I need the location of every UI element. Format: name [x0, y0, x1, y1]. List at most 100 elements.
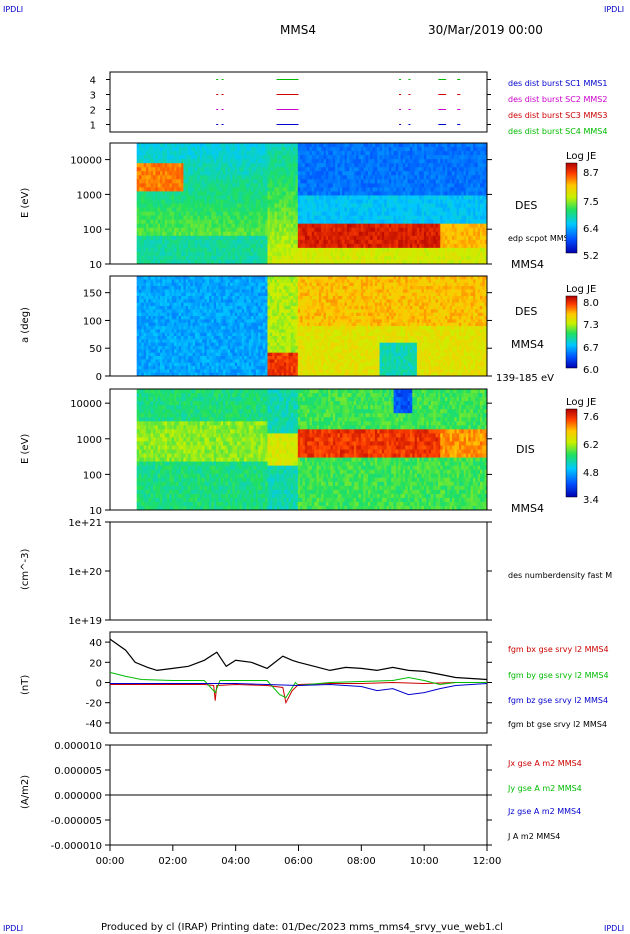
des-energy-cell — [447, 171, 451, 176]
des-pitch-cell — [153, 286, 156, 290]
des-energy-cell — [237, 179, 240, 184]
des-energy-cell — [461, 163, 465, 168]
des-energy-cell — [479, 255, 483, 261]
des-pitch-cell — [148, 319, 152, 324]
des-pitch-cell — [155, 359, 159, 364]
des-pitch-cell — [136, 362, 140, 367]
des-pitch-cell — [146, 309, 149, 314]
des-energy-cell — [370, 231, 373, 237]
des-energy-cell — [423, 175, 427, 180]
des-energy-cell — [335, 151, 338, 156]
des-energy-cell — [458, 231, 462, 237]
des-energy-cell — [360, 187, 364, 192]
des-energy-cell — [428, 143, 432, 148]
des-energy-cell — [479, 219, 483, 225]
des-energy-cell — [160, 239, 163, 245]
des-energy-cell — [223, 239, 226, 245]
des-pitch-cell — [141, 332, 145, 337]
des-energy-cell — [444, 215, 448, 221]
des-pitch-cell — [167, 332, 170, 337]
colorbar-tick: 6.4 — [583, 224, 599, 235]
des-energy-cell — [251, 259, 254, 265]
des-energy-cell — [426, 235, 430, 241]
des-energy-cell — [398, 255, 401, 261]
des-energy-cell — [241, 179, 245, 184]
des-energy-cell — [225, 223, 229, 229]
des-energy-cell — [167, 159, 170, 164]
des-energy-cell — [220, 231, 224, 237]
des-energy-cell — [178, 203, 182, 208]
des-pitch-cell — [150, 346, 154, 350]
des-energy-cell — [461, 251, 465, 257]
des-energy-cell — [241, 239, 245, 245]
des-energy-cell — [440, 259, 444, 265]
des-pitch-cell — [141, 346, 145, 350]
des-energy-cell — [183, 223, 187, 229]
des-energy-cell — [335, 255, 338, 261]
des-energy-cell — [288, 151, 292, 156]
des-energy-cell — [472, 235, 476, 241]
des-energy-cell — [195, 195, 198, 200]
des-energy-cell — [442, 183, 446, 188]
des-energy-cell — [465, 255, 469, 261]
des-energy-cell — [374, 163, 378, 168]
des-pitch-cell — [139, 279, 142, 284]
des-energy-cell — [323, 251, 327, 257]
des-energy-cell — [190, 259, 194, 265]
des-energy-cell — [225, 231, 229, 237]
des-energy-cell — [398, 211, 401, 216]
des-energy-cell — [274, 143, 278, 148]
des-energy-cell — [279, 239, 282, 245]
des-energy-cell — [202, 239, 205, 245]
des-energy-cell — [167, 235, 170, 241]
des-energy-cell — [269, 219, 273, 225]
des-energy-cell — [220, 143, 224, 148]
des-energy-cell — [286, 219, 289, 225]
des-energy-cell — [384, 167, 387, 172]
des-energy-cell — [379, 147, 383, 152]
des-energy-cell — [136, 175, 140, 180]
des-energy-cell — [444, 183, 448, 188]
des-energy-cell — [374, 207, 378, 212]
des-energy-cell — [197, 235, 201, 241]
des-energy-cell — [148, 143, 152, 148]
des-energy-cell — [297, 155, 301, 160]
des-energy-cell — [192, 207, 196, 212]
des-energy-cell — [332, 195, 336, 200]
des-energy-cell — [386, 211, 390, 216]
des-energy-cell — [470, 239, 474, 245]
des-energy-cell — [472, 183, 476, 188]
des-energy-cell — [153, 143, 156, 148]
des-energy-cell — [402, 227, 406, 233]
des-energy-cell — [241, 243, 245, 249]
des-energy-cell — [479, 247, 483, 253]
des-energy-cell — [470, 207, 474, 212]
des-energy-cell — [178, 227, 182, 233]
des-energy-cell — [176, 203, 180, 208]
des-energy-cell — [384, 227, 387, 233]
des-energy-cell — [328, 179, 331, 184]
des-energy-cell — [456, 187, 460, 192]
des-energy-cell — [267, 179, 271, 184]
des-energy-cell — [349, 187, 352, 192]
des-energy-cell — [430, 243, 434, 249]
des-energy-cell — [402, 235, 406, 241]
des-energy-cell — [314, 259, 317, 265]
des-energy-cell — [223, 167, 226, 172]
des-energy-cell — [388, 167, 392, 172]
ytick-label: 10 — [89, 260, 102, 271]
des-energy-cell — [286, 151, 289, 156]
des-energy-cell — [461, 195, 465, 200]
des-energy-cell — [246, 179, 250, 184]
des-energy-cell — [314, 247, 317, 253]
des-energy-cell — [171, 251, 175, 257]
des-energy-cell — [290, 203, 294, 208]
des-energy-cell — [167, 175, 170, 180]
des-energy-cell — [302, 215, 306, 221]
des-energy-cell — [402, 255, 406, 261]
des-energy-cell — [239, 167, 243, 172]
des-energy-cell — [472, 255, 476, 261]
des-energy-cell — [183, 203, 187, 208]
des-energy-cell — [143, 155, 147, 160]
des-pitch-cell — [162, 319, 166, 324]
